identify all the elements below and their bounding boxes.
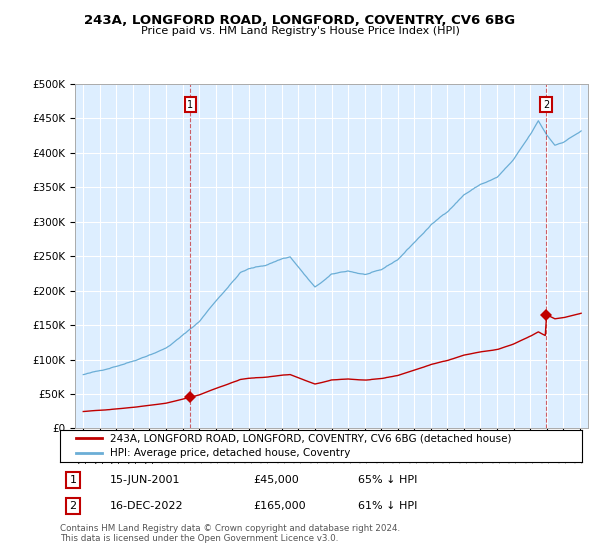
Text: HPI: Average price, detached house, Coventry: HPI: Average price, detached house, Cove… — [110, 448, 350, 458]
Text: Contains HM Land Registry data © Crown copyright and database right 2024.
This d: Contains HM Land Registry data © Crown c… — [60, 524, 400, 543]
Text: 1: 1 — [70, 475, 77, 485]
Text: £45,000: £45,000 — [253, 475, 299, 485]
Text: 2: 2 — [70, 501, 77, 511]
Text: 61% ↓ HPI: 61% ↓ HPI — [358, 501, 417, 511]
Text: 2: 2 — [543, 100, 549, 110]
Text: Price paid vs. HM Land Registry's House Price Index (HPI): Price paid vs. HM Land Registry's House … — [140, 26, 460, 36]
Text: £165,000: £165,000 — [253, 501, 306, 511]
Text: 65% ↓ HPI: 65% ↓ HPI — [358, 475, 417, 485]
Text: 16-DEC-2022: 16-DEC-2022 — [110, 501, 183, 511]
Text: 243A, LONGFORD ROAD, LONGFORD, COVENTRY, CV6 6BG: 243A, LONGFORD ROAD, LONGFORD, COVENTRY,… — [85, 14, 515, 27]
Text: 15-JUN-2001: 15-JUN-2001 — [110, 475, 180, 485]
Text: 1: 1 — [187, 100, 193, 110]
Text: 243A, LONGFORD ROAD, LONGFORD, COVENTRY, CV6 6BG (detached house): 243A, LONGFORD ROAD, LONGFORD, COVENTRY,… — [110, 433, 511, 444]
